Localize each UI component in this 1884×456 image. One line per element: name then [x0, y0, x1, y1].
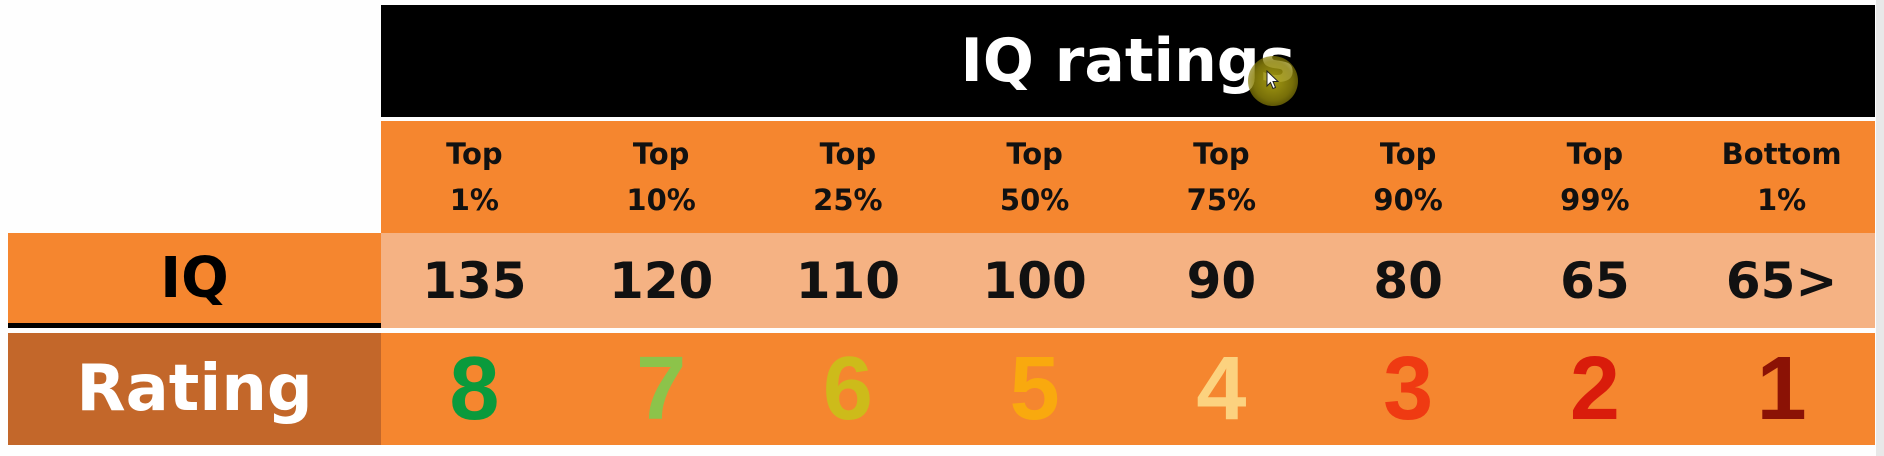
- iq-value-cell: 110: [795, 251, 901, 310]
- iq-value-cell: 65: [1560, 251, 1630, 310]
- header-line1: Top: [819, 137, 877, 171]
- header-cell: Top 50%: [941, 121, 1128, 233]
- header-cell: Top 25%: [755, 121, 942, 233]
- rating-value-cell: 4: [1196, 338, 1247, 439]
- header-line2: 25%: [813, 183, 883, 217]
- header-line2: 90%: [1373, 183, 1443, 217]
- header-line1: Top: [1006, 137, 1063, 171]
- percentile-header-row: Top 1% Top 10% Top 25% Top 50% Top 75% Top 90% Top 99…: [381, 121, 1875, 233]
- rating-value-cell: 5: [1009, 338, 1060, 439]
- iq-value-cell: 90: [1186, 251, 1257, 310]
- header-cell: Top 99%: [1502, 121, 1689, 233]
- iq-value-cell: 80: [1373, 251, 1443, 310]
- rating-values-row: 8 7 6 5 4 3 2 1: [381, 333, 1875, 445]
- iq-values-row: 135 120 110 100 90 80 65 65>: [381, 233, 1875, 328]
- header-cell: Top 75%: [1128, 121, 1315, 233]
- rating-value-cell: 2: [1569, 338, 1620, 439]
- header-line1: Top: [1379, 137, 1437, 171]
- header-line1: Bottom: [1721, 137, 1842, 171]
- header-line2: 1%: [449, 183, 499, 217]
- title-bar: IQ ratings: [381, 5, 1875, 117]
- header-line2: 1%: [1757, 183, 1807, 217]
- rating-value-cell: 1: [1756, 338, 1807, 439]
- header-cell: Top 90%: [1315, 121, 1502, 233]
- iq-value-cell: 120: [608, 251, 714, 310]
- header-line2: 75%: [1186, 183, 1257, 217]
- iq-row-label: IQ: [8, 233, 381, 328]
- header-cell: Bottom 1%: [1688, 121, 1875, 233]
- iq-value-cell: 65>: [1725, 251, 1838, 310]
- header-line2: 10%: [626, 183, 696, 217]
- table-title: IQ ratings: [960, 26, 1296, 96]
- iq-value-cell: 135: [422, 251, 527, 310]
- header-line1: Top: [1566, 137, 1624, 171]
- rating-value-cell: 6: [822, 338, 873, 439]
- header-line1: Top: [1193, 137, 1250, 171]
- rating-value-cell: 8: [449, 338, 500, 439]
- header-line1: Top: [632, 137, 690, 171]
- rating-value-cell: 3: [1383, 338, 1434, 439]
- header-cell: Top 10%: [568, 121, 755, 233]
- rating-value-cell: 7: [636, 338, 687, 439]
- page-edge: [1876, 0, 1884, 456]
- header-line2: 99%: [1560, 183, 1630, 217]
- header-cell: Top 1%: [381, 121, 568, 233]
- mouse-pointer-icon: [1266, 70, 1280, 90]
- iq-value-cell: 100: [982, 251, 1087, 310]
- header-line1: Top: [446, 137, 503, 171]
- rating-row-label: Rating: [8, 333, 381, 445]
- header-line2: 50%: [999, 183, 1070, 217]
